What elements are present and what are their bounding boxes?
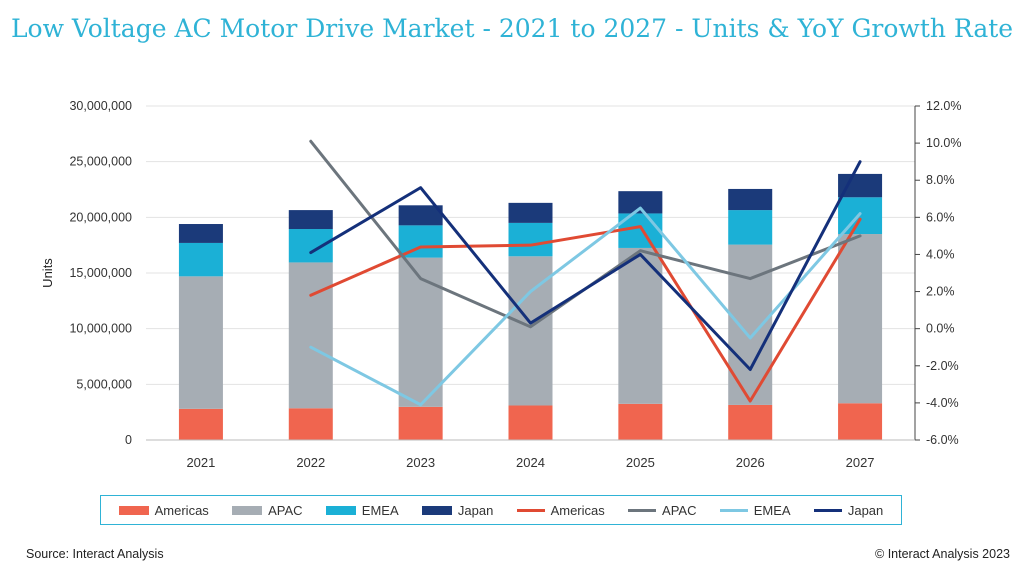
legend-label: EMEA: [361, 502, 399, 518]
y-tick-label: 30,000,000: [69, 99, 132, 113]
bar-americas: [508, 405, 553, 440]
legend-swatch: [516, 508, 545, 512]
bar-americas: [288, 408, 333, 440]
y2-tick-label: -6.0%: [926, 433, 959, 447]
y-tick-label: 25,000,000: [69, 155, 132, 169]
bar-americas: [618, 403, 663, 440]
y2-tick-label: 4.0%: [926, 247, 955, 261]
chart-title: Low Voltage AC Motor Drive Market - 2021…: [10, 14, 1014, 43]
y-tick-label: 0: [125, 433, 132, 447]
y2-tick-label: 12.0%: [926, 99, 961, 113]
legend-label: Americas: [154, 502, 209, 518]
legend-item-line-japan: Japan: [813, 502, 884, 518]
line-emea: [309, 206, 862, 407]
x-tick-label: 2026: [736, 455, 765, 470]
y-tick-label: 15,000,000: [69, 266, 132, 280]
bar-apac: [618, 247, 663, 404]
bar-emea: [508, 222, 553, 257]
bar-apac: [178, 276, 223, 409]
legend-label: APAC: [662, 502, 697, 518]
bar-apac: [838, 234, 883, 404]
x-tick-label: 2023: [406, 455, 435, 470]
y2-tick-label: 10.0%: [926, 136, 961, 150]
legend-item-bar-apac: APAC: [232, 502, 303, 518]
bar-americas: [728, 404, 773, 440]
bar-americas: [178, 408, 223, 440]
bar-apac: [288, 262, 333, 409]
bar-emea: [728, 210, 773, 245]
chart-legend: Americas APAC EMEA Japan Americas APAC EMEA Jap…: [100, 495, 902, 525]
legend-label: Japan: [847, 502, 884, 518]
y2-tick-label: 8.0%: [926, 173, 955, 187]
legend-item-bar-emea: EMEA: [325, 502, 399, 518]
legend-swatch: [325, 505, 356, 515]
legend-item-bar-japan: Japan: [421, 502, 494, 518]
legend-label: EMEA: [753, 502, 791, 518]
bar-japan: [728, 188, 773, 211]
legend-swatch: [118, 505, 149, 515]
bar-emea: [288, 229, 333, 263]
legend-item-bar-americas: Americas: [118, 502, 209, 518]
bar-americas: [838, 403, 883, 440]
x-tick-label: 2024: [516, 455, 545, 470]
legend-swatch: [628, 508, 657, 512]
y-axis-label: Units: [40, 258, 55, 288]
y-tick-label: 5,000,000: [76, 377, 132, 391]
bar-emea: [178, 242, 223, 277]
bar-apac: [728, 244, 773, 405]
legend-label: Americas: [550, 502, 605, 518]
legend-swatch: [719, 508, 748, 512]
legend-item-line-americas: Americas: [516, 502, 605, 518]
chart-plot: 0 5,000,000 10,000,000 15,000,000 20,000,000…: [40, 99, 961, 470]
y2-tick-label: -2.0%: [926, 359, 959, 373]
legend-item-line-apac: APAC: [628, 503, 696, 518]
x-tick-label: 2025: [626, 455, 655, 470]
bar-japan: [618, 191, 663, 214]
line-apac: [309, 139, 862, 329]
y2-tick-label: 0.0%: [926, 322, 955, 336]
y2-tick-label: 2.0%: [926, 285, 955, 299]
legend-swatch: [421, 505, 452, 515]
bar-americas: [398, 406, 443, 440]
bar-japan: [508, 202, 553, 223]
legend-swatch: [232, 505, 263, 515]
legend-item-line-emea: EMEA: [719, 502, 791, 518]
y-tick-label: 10,000,000: [69, 322, 132, 336]
line-japan: [309, 160, 862, 371]
x-tick-label: 2021: [186, 455, 215, 470]
bar-apac: [398, 257, 443, 407]
legend-swatch: [813, 508, 842, 512]
x-tick-label: 2027: [846, 455, 875, 470]
copyright-note: © Interact Analysis 2023: [875, 547, 1010, 561]
y-tick-label: 20,000,000: [69, 210, 132, 224]
bar-japan: [178, 224, 223, 243]
bar-japan: [288, 210, 333, 230]
bar-japan: [398, 205, 443, 226]
legend-label: APAC: [268, 502, 303, 518]
y2-tick-label: 6.0%: [926, 210, 955, 224]
y2-tick-label: -4.0%: [926, 396, 959, 410]
legend-label: Japan: [457, 502, 494, 518]
x-tick-label: 2022: [296, 455, 325, 470]
source-note: Source: Interact Analysis: [26, 547, 164, 561]
